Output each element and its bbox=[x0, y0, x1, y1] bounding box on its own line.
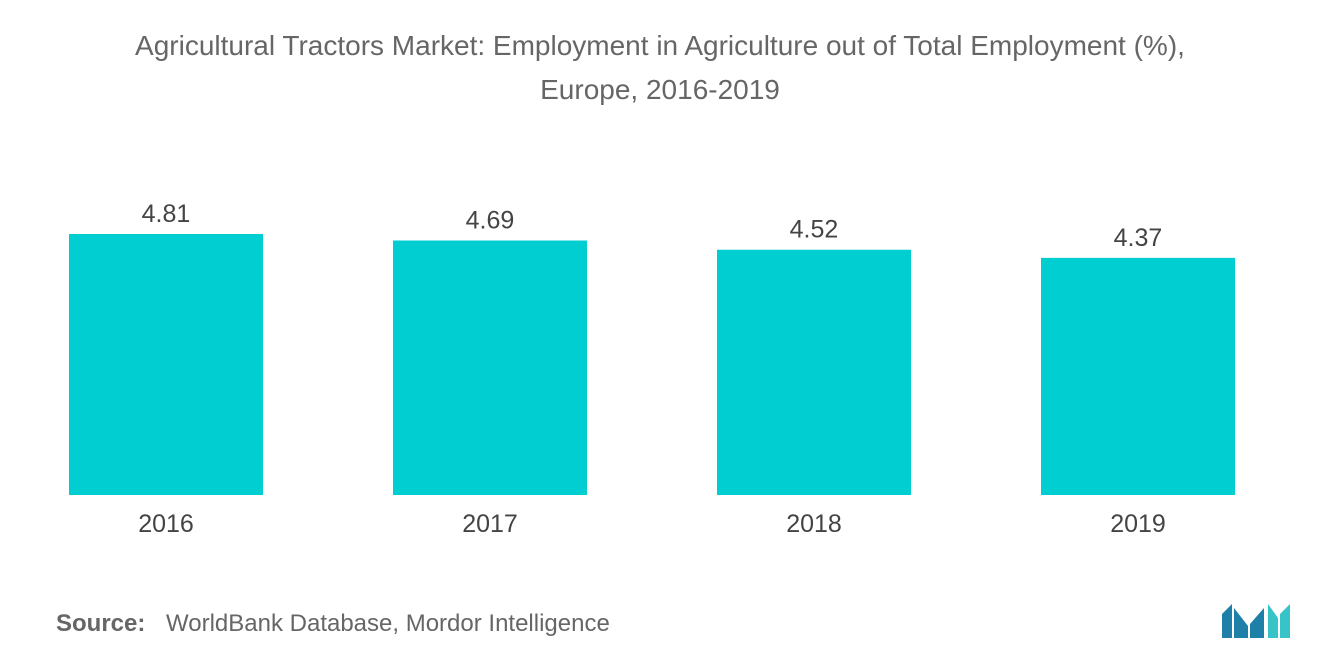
value-labels-group: 4.81 4.69 4.52 4.37 bbox=[142, 200, 1163, 252]
source-label: Source: bbox=[56, 610, 146, 637]
x-tick-label-2017: 2017 bbox=[462, 510, 518, 538]
x-tick-label-2018: 2018 bbox=[786, 510, 842, 538]
bar-2019 bbox=[1041, 257, 1235, 495]
bar-2017 bbox=[393, 240, 587, 495]
bars-group bbox=[69, 234, 1235, 495]
value-label-2016: 4.81 bbox=[142, 200, 191, 228]
x-tick-label-2016: 2016 bbox=[138, 510, 194, 538]
bar-2016 bbox=[69, 234, 263, 495]
x-tick-labels-group: 2016 2017 2018 2019 bbox=[138, 510, 1166, 538]
source-text: WorldBank Database, Mordor Intelligence bbox=[166, 610, 610, 637]
source-note: Source: WorldBank Database, Mordor Intel… bbox=[56, 610, 610, 638]
value-label-2017: 4.69 bbox=[466, 207, 515, 235]
value-label-2018: 4.52 bbox=[790, 216, 839, 244]
value-label-2019: 4.37 bbox=[1114, 224, 1163, 252]
chart-title-block: Agricultural Tractors Market: Employment… bbox=[0, 24, 1320, 112]
chart-title: Agricultural Tractors Market: Employment… bbox=[135, 30, 1185, 61]
bar-2018 bbox=[717, 249, 911, 495]
mordor-intelligence-logo-icon bbox=[1222, 604, 1290, 638]
x-tick-label-2019: 2019 bbox=[1110, 510, 1166, 538]
chart-subtitle: Europe, 2016-2019 bbox=[540, 74, 780, 105]
